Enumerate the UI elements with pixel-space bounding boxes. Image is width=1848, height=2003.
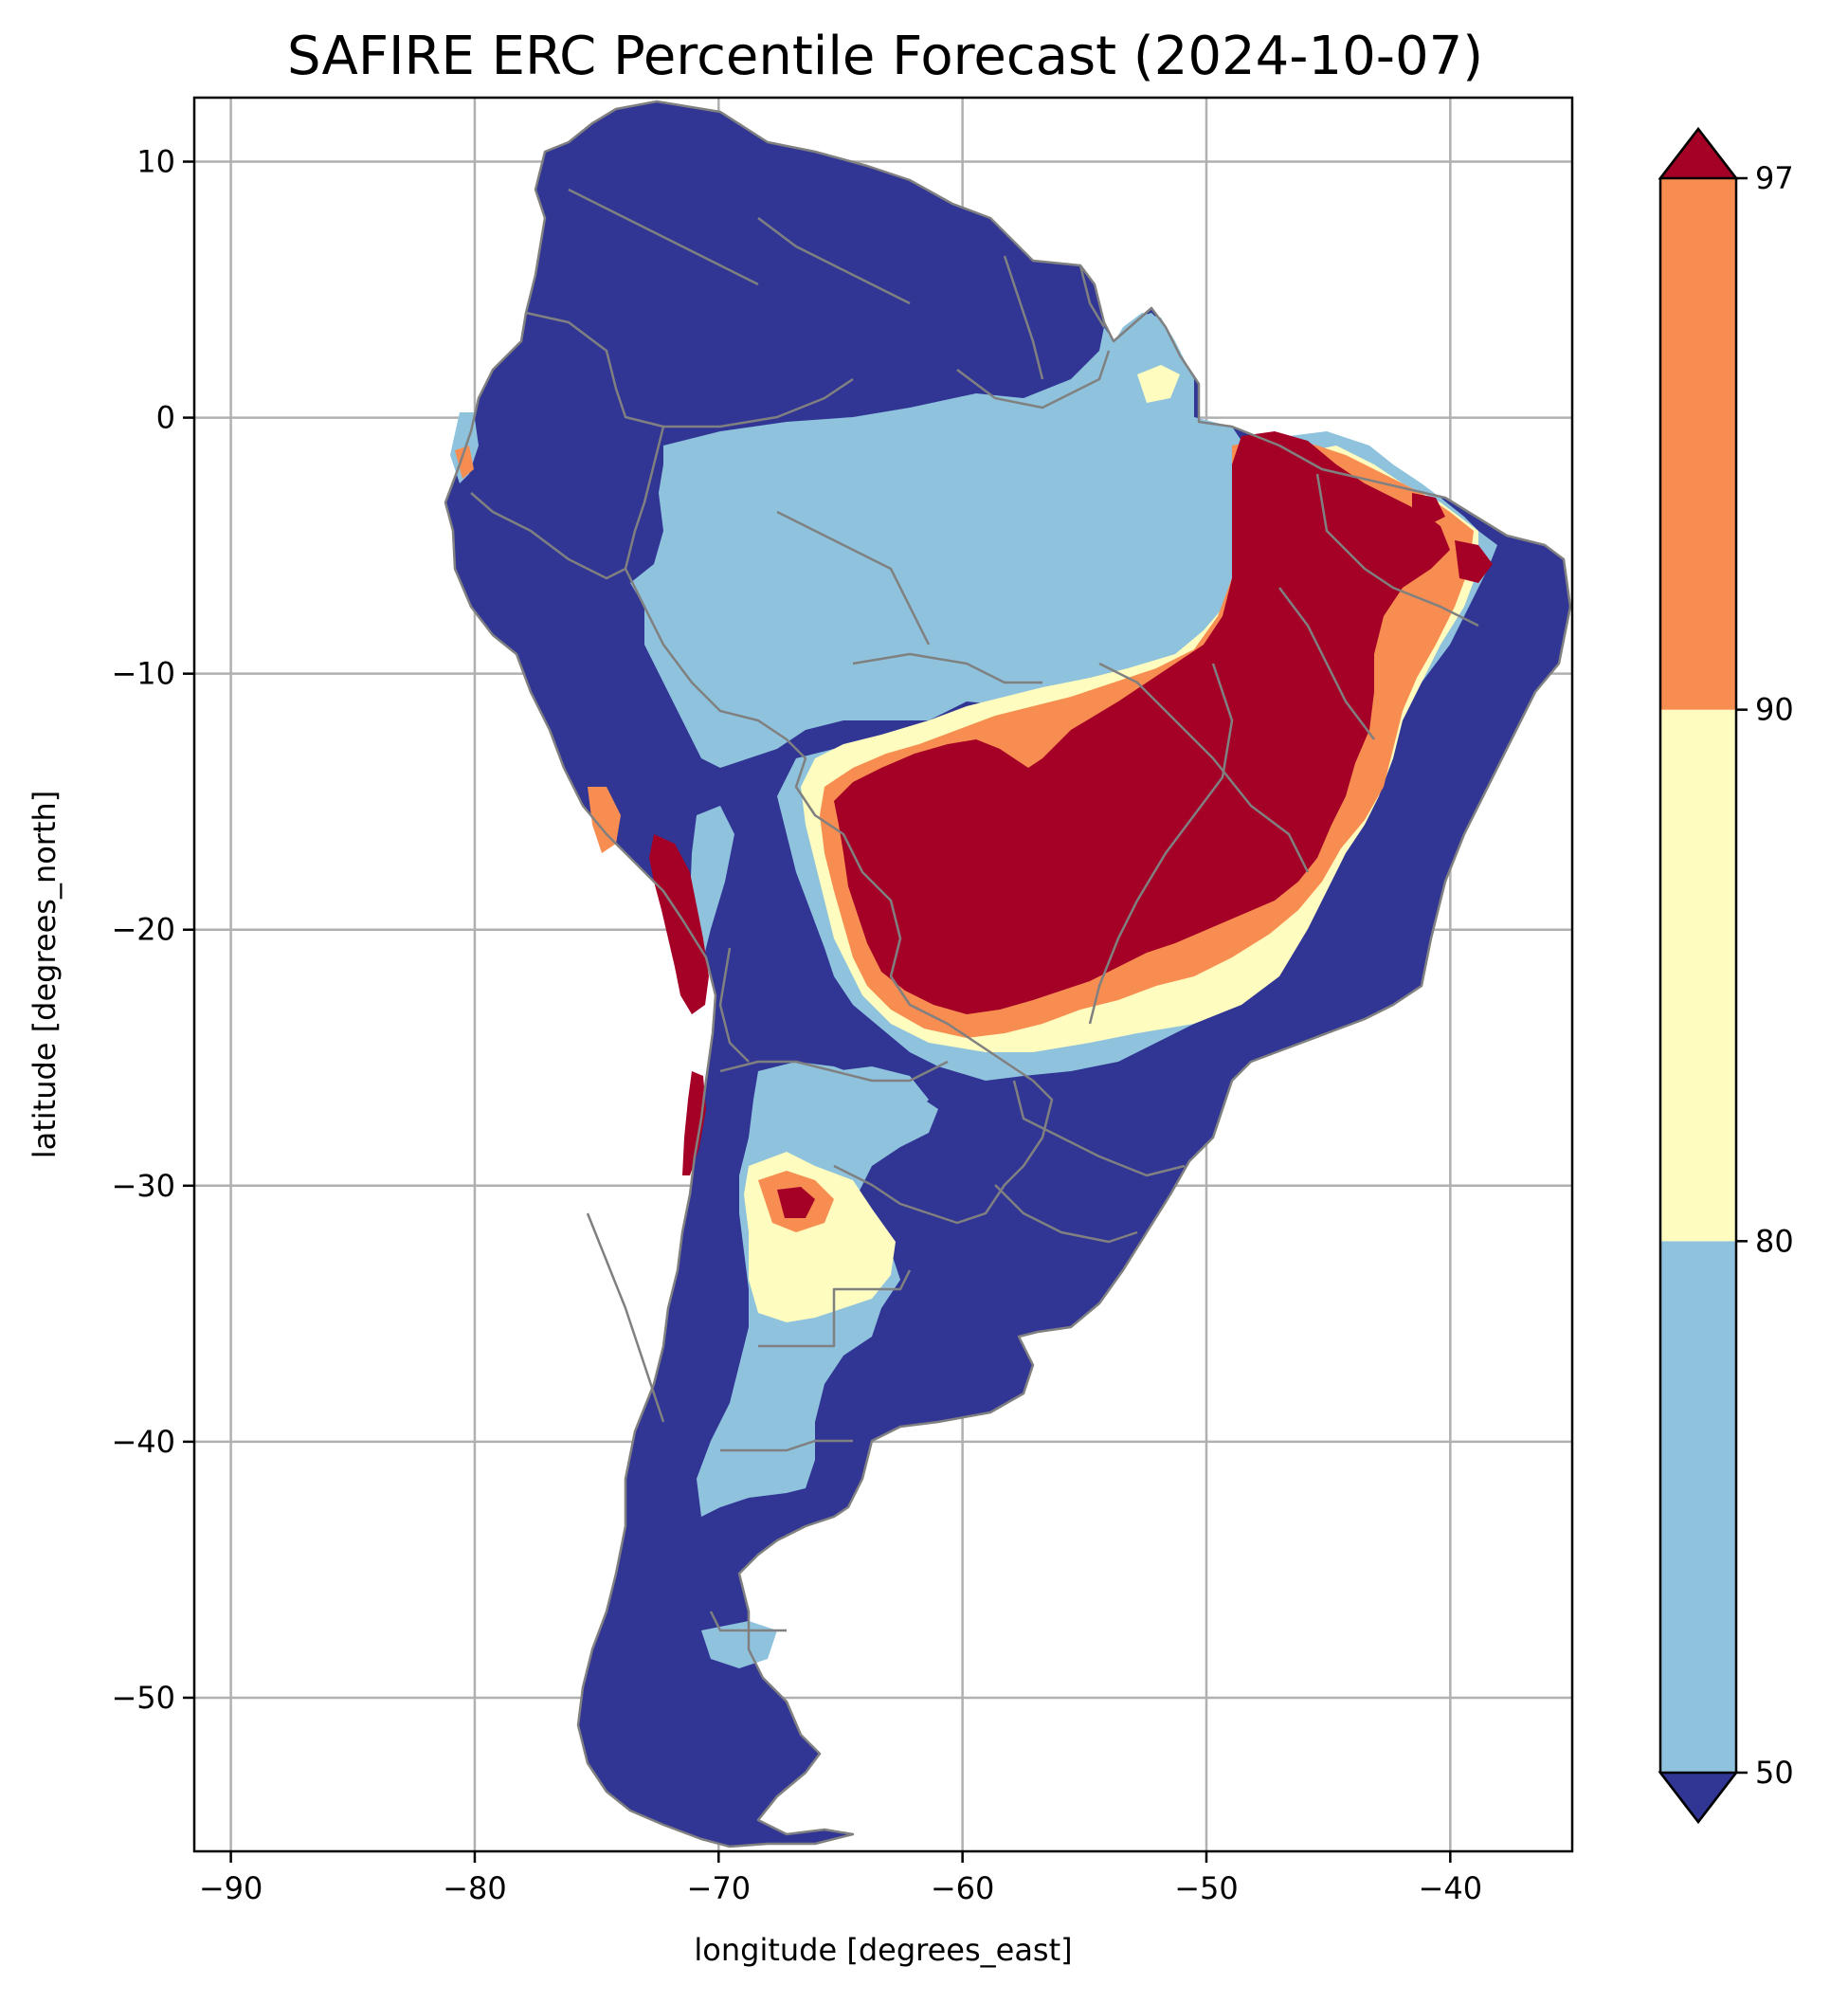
y-axis-ticks: 10 0 −10 −20 −30 −40 −50 bbox=[111, 144, 194, 1716]
border-line bbox=[1012, 1080, 1186, 1177]
x-axis-ticks: −90 −80 −70 −60 −50 −40 bbox=[199, 1851, 1482, 1906]
border-line bbox=[1003, 255, 1044, 380]
region-above-97 bbox=[777, 1187, 815, 1218]
colorbar: 50 80 90 97 bbox=[1658, 126, 1794, 1825]
x-axis-label: longitude [degrees_east] bbox=[694, 1932, 1072, 1968]
region-above-97 bbox=[1412, 493, 1445, 526]
border-line bbox=[1088, 663, 1234, 1025]
colorbar-tick-label: 50 bbox=[1755, 1755, 1794, 1791]
border-line bbox=[718, 947, 750, 1063]
y-tick-label: −40 bbox=[111, 1424, 175, 1460]
region-50-80 bbox=[701, 1621, 777, 1668]
y-tick-label: −30 bbox=[111, 1168, 175, 1204]
x-tick-label: −50 bbox=[1174, 1870, 1239, 1906]
axes-frame bbox=[192, 96, 1574, 1853]
border-line bbox=[757, 217, 911, 305]
border-line bbox=[956, 350, 1111, 410]
x-tick-label: −80 bbox=[443, 1870, 507, 1906]
y-tick-label: −50 bbox=[111, 1680, 175, 1716]
border-line bbox=[470, 426, 665, 580]
colorbar-tick-label: 90 bbox=[1755, 692, 1794, 728]
region-above-97 bbox=[682, 1071, 706, 1175]
border-line bbox=[586, 1212, 665, 1423]
colorbar-tick-label: 97 bbox=[1755, 160, 1794, 196]
y-tick-label: 10 bbox=[136, 144, 175, 180]
y-tick-label: −20 bbox=[111, 912, 175, 948]
region-80-90 bbox=[1137, 365, 1180, 403]
region-90-97 bbox=[588, 787, 621, 853]
x-tick-label: −70 bbox=[687, 1870, 752, 1906]
border-line bbox=[1078, 264, 1106, 328]
region-90-97 bbox=[455, 446, 474, 479]
border-line bbox=[833, 1022, 1054, 1225]
border-line bbox=[1278, 587, 1375, 740]
border-line bbox=[758, 1269, 912, 1348]
region-50-80 bbox=[690, 806, 734, 967]
colorbar-segment bbox=[1660, 1241, 1736, 1773]
y-tick-label: 0 bbox=[156, 400, 175, 436]
border-line bbox=[568, 188, 759, 286]
border-line bbox=[444, 100, 1572, 1848]
border-line bbox=[852, 652, 1042, 684]
x-tick-label: −40 bbox=[1419, 1870, 1483, 1906]
x-tick-label: −90 bbox=[199, 1870, 263, 1906]
colorbar-extend-min bbox=[1658, 1771, 1739, 1825]
admin-borders bbox=[444, 100, 1572, 1848]
y-tick-label: −10 bbox=[111, 656, 175, 692]
map-title: SAFIRE ERC Percentile Forecast (2024-10-… bbox=[287, 26, 1483, 87]
x-tick-label: −60 bbox=[931, 1870, 995, 1906]
border-line bbox=[776, 510, 931, 646]
region-50-80 bbox=[630, 313, 1289, 768]
region-above-97 bbox=[1455, 540, 1493, 583]
y-axis-label: latitude [degrees_north] bbox=[27, 791, 63, 1159]
colorbar-tick-label: 80 bbox=[1755, 1223, 1794, 1259]
border-line bbox=[1098, 662, 1310, 873]
region-above-97 bbox=[834, 431, 1450, 1014]
border-line bbox=[709, 1611, 787, 1632]
region-above-97 bbox=[649, 834, 709, 1014]
border-line bbox=[720, 1439, 853, 1452]
colorbar-extend-max bbox=[1658, 126, 1739, 180]
border-line bbox=[1315, 473, 1479, 628]
colorbar-segment bbox=[1660, 178, 1736, 710]
border-line bbox=[525, 311, 854, 428]
colorbar-segment bbox=[1660, 709, 1736, 1242]
border-line bbox=[994, 1184, 1138, 1244]
border-line bbox=[719, 1060, 949, 1083]
region-above-97 bbox=[1251, 436, 1327, 483]
forecast-map bbox=[444, 100, 1572, 1848]
border-line bbox=[624, 568, 949, 1026]
